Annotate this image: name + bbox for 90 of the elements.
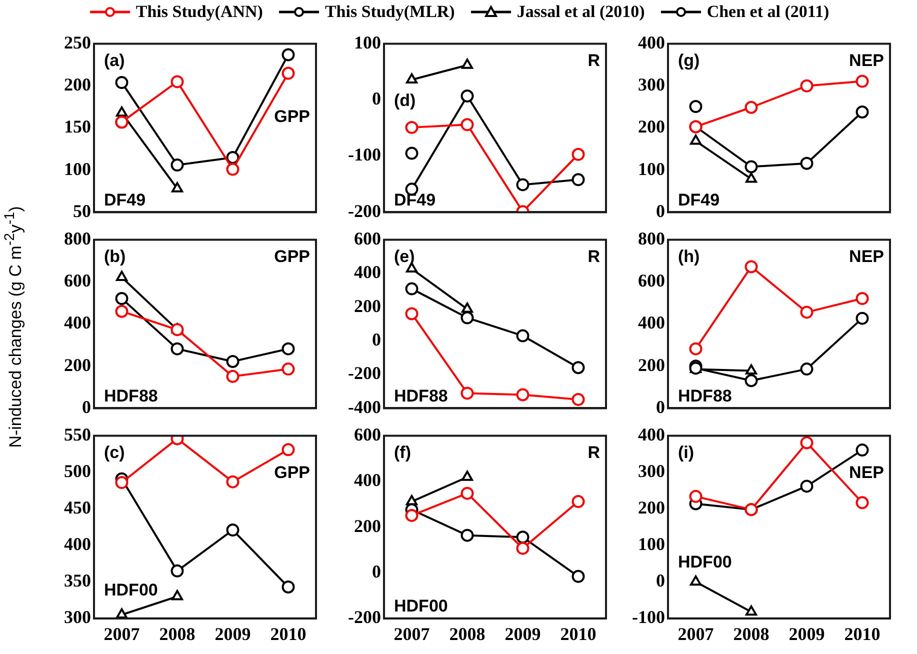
annotation: DF49 (394, 190, 436, 210)
y-tick-label: 0 (372, 561, 381, 582)
annotation: DF49 (104, 190, 146, 210)
y-tick-label: 200 (638, 116, 665, 137)
y-tick-label: 100 (354, 32, 381, 52)
y-tick-label: 350 (64, 570, 91, 591)
y-tick-label: 800 (638, 228, 665, 248)
y-tick-label: -100 (632, 607, 665, 628)
y-tick-label: 800 (64, 228, 91, 248)
annotation: (e) (394, 246, 415, 266)
x-tick-label: 2007 (678, 624, 714, 644)
annotation: HDF00 (678, 552, 732, 572)
y-tick-label: 200 (354, 516, 381, 536)
annotation: HDF88 (678, 386, 732, 406)
annotation: (a) (104, 50, 125, 70)
y-tick-label: 100 (64, 158, 91, 179)
y-tick-label: 600 (354, 424, 381, 444)
y-tick-label: 300 (638, 74, 665, 95)
x-tick-label: 2010 (270, 624, 306, 644)
annotation: NEP (849, 462, 884, 482)
y-tick-label: 200 (354, 296, 381, 316)
x-tick-label: 2009 (788, 624, 825, 644)
annotation: HDF00 (104, 580, 158, 600)
annotation: HDF88 (394, 386, 448, 406)
annotation: GPP (274, 106, 310, 126)
y-tick-label: 400 (64, 312, 91, 333)
annotation: (i) (678, 442, 694, 462)
y-tick-label: -100 (348, 144, 381, 165)
y-tick-label: 400 (638, 312, 665, 333)
x-tick-label: 2010 (844, 624, 880, 644)
y-tick-label: 600 (638, 270, 665, 291)
y-tick-label: 100 (638, 158, 665, 179)
y-tick-label: -400 (348, 396, 381, 417)
legend-label: Jassal et al (2010) (516, 2, 645, 22)
annotation: (c) (104, 442, 125, 462)
y-tick-label: 400 (638, 424, 665, 444)
y-tick-label: 400 (64, 534, 91, 554)
y-tick-label: 0 (656, 200, 665, 221)
y-tick-label: 50 (73, 200, 91, 221)
y-tick-label: 400 (354, 470, 381, 490)
y-tick-label: 0 (372, 329, 381, 350)
legend-label: This Study(ANN) (136, 2, 263, 22)
y-tick-label: 200 (638, 497, 665, 518)
y-tick-label: 0 (656, 570, 665, 591)
y-tick-label: 400 (354, 262, 381, 282)
y-tick-label: 200 (638, 354, 665, 375)
y-tick-label: 200 (64, 74, 91, 95)
y-tick-label: -200 (348, 607, 381, 628)
y-tick-label: -200 (348, 363, 381, 384)
y-tick-label: -200 (348, 200, 381, 221)
annotation: HDF00 (394, 596, 448, 616)
y-tick-label: 100 (638, 534, 665, 554)
x-tick-label: 2010 (560, 624, 596, 644)
y-tick-label: 0 (656, 396, 665, 417)
x-tick-label: 2008 (159, 624, 196, 644)
legend-label: This Study(MLR) (324, 2, 455, 22)
y-tick-label: 400 (638, 32, 665, 52)
x-tick-label: 2007 (394, 624, 430, 644)
y-tick-label: 300 (64, 607, 91, 628)
annotation: R (588, 246, 600, 266)
x-tick-label: 2007 (104, 624, 140, 644)
y-tick-label: 550 (64, 424, 91, 444)
annotation: DF49 (678, 190, 720, 210)
annotation: NEP (849, 50, 884, 70)
annotation: NEP (849, 246, 884, 266)
annotation: (b) (104, 246, 126, 266)
y-tick-label: 200 (64, 354, 91, 375)
annotation: (d) (394, 90, 416, 110)
annotation: HDF88 (104, 386, 158, 406)
y-tick-label: 0 (82, 396, 91, 417)
annotation: GPP (274, 246, 310, 266)
annotation: R (588, 442, 600, 462)
x-tick-label: 2008 (449, 624, 486, 644)
y-tick-label: 600 (64, 270, 91, 291)
x-tick-label: 2009 (214, 624, 251, 644)
annotation: R (588, 50, 600, 70)
y-tick-label: 450 (64, 497, 91, 518)
legend-label: Chen et al (2011) (706, 2, 830, 22)
y-tick-label: 150 (64, 116, 91, 137)
annotation: GPP (274, 462, 310, 482)
y-tick-label: 0 (372, 88, 381, 109)
y-tick-label: 300 (638, 460, 665, 481)
x-tick-label: 2009 (504, 624, 541, 644)
y-tick-label: 500 (64, 460, 91, 481)
x-tick-label: 2008 (733, 624, 770, 644)
annotation: (g) (678, 50, 700, 70)
y-tick-label: 250 (64, 32, 91, 52)
annotation: (h) (678, 246, 700, 266)
annotation: (f) (394, 442, 411, 462)
y-tick-label: 600 (354, 228, 381, 248)
